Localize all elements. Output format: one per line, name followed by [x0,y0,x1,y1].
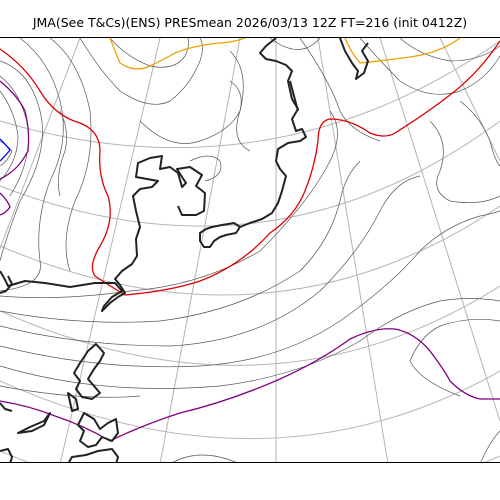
isobar [109,38,189,68]
purple-contour [0,80,30,180]
isobar [269,38,321,50]
isobar [0,298,500,389]
chart-title: JMA(See T&Cs)(ENS) PRESmean 2026/03/13 1… [32,15,468,30]
parallel-line [0,120,500,227]
island-coastline [0,275,13,294]
isobar [58,110,67,197]
island-coastline [0,402,13,412]
map-frame [0,37,500,463]
isobar [0,160,361,323]
isobar [399,38,500,62]
isobar [429,120,500,203]
korea-coastline [199,222,241,248]
coastlines [0,38,369,462]
isobar [189,155,222,182]
meridian-line [59,38,161,462]
highlighted-contours [0,38,500,442]
red-contour [0,40,500,296]
isobar [139,80,242,144]
island-coastline [339,38,369,80]
isobar [79,38,203,105]
parallel-line [0,205,500,296]
meridian-line [379,38,500,422]
meridian-line [317,38,389,462]
mainland-coastline [0,155,206,312]
island-coastline [0,448,13,462]
meridian-line [439,38,500,162]
isobar [0,210,500,368]
meridian-line [0,38,81,250]
isobar [173,454,237,462]
island-coastline [73,343,105,400]
meridian-line [159,38,241,462]
isobar [480,430,500,462]
graticule [0,38,500,462]
island-coastline [17,412,51,434]
island-coastline [77,412,119,448]
island-coastline [67,448,119,462]
isobar [229,50,251,152]
island-coastline [67,392,79,412]
orange-contour [109,38,246,70]
pressure-map [0,38,500,462]
isobar [409,319,500,397]
isobar [0,175,421,347]
blue-contour [0,138,11,162]
isobar [359,38,500,95]
isobar [0,385,141,398]
isobar [0,60,43,262]
isobar [0,110,338,299]
isobar [0,90,19,182]
purple-contour [0,328,500,442]
japan-coastline [289,80,299,112]
isobars [0,38,500,462]
isobar [299,38,381,142]
orange-contour [344,38,461,64]
japan-coastline [239,38,307,228]
parallel-line [0,40,500,149]
isobar [459,100,500,167]
isobar [0,38,64,292]
purple-contour [0,192,11,216]
isobar [49,38,92,272]
parallel-line [0,285,500,366]
